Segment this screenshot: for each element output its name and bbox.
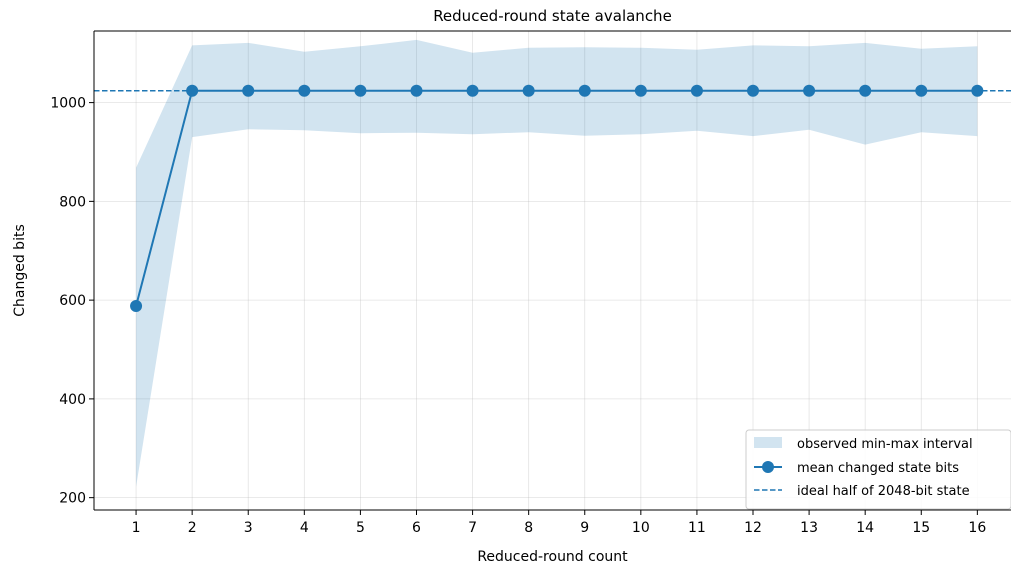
y-tick-label: 1000: [50, 96, 86, 112]
legend-box: [745, 429, 1011, 510]
mean-point: [690, 84, 703, 97]
mean-point: [803, 84, 816, 97]
mean-point: [186, 84, 199, 97]
x-axis-label: Reduced-round count: [477, 549, 628, 565]
x-tick-label: 13: [800, 520, 818, 536]
min-max-band: [136, 39, 978, 487]
y-ticks: 200 400 600 800 1000: [50, 96, 94, 507]
x-tick-label: 2: [188, 520, 197, 536]
mean-point: [130, 300, 143, 313]
legend-label-band: observed min-max interval: [797, 437, 973, 452]
x-tick-label: 10: [632, 520, 650, 536]
mean-point: [242, 84, 255, 97]
x-tick-label: 6: [412, 520, 421, 536]
x-tick-label: 1: [132, 520, 141, 536]
legend-band-swatch: [754, 437, 782, 448]
x-tick-label: 8: [524, 520, 533, 536]
mean-line: [135, 89, 978, 307]
mean-point: [971, 84, 984, 97]
axes: [93, 30, 1011, 511]
y-tick-label: 200: [59, 491, 86, 507]
mean-point: [634, 84, 647, 97]
legend: observed min-max interval mean changed s…: [745, 429, 1011, 510]
mean-point: [298, 84, 311, 97]
x-tick-label: 7: [468, 520, 477, 536]
x-ticks: 1 2 3 4 5 6 7 8 9 10 11 12 13 14 15 16: [132, 510, 986, 536]
x-tick-label: 5: [356, 520, 365, 536]
x-tick-label: 14: [856, 520, 874, 536]
series-layer: [130, 84, 984, 313]
x-tick-label: 16: [968, 520, 986, 536]
mean-point: [859, 84, 872, 97]
legend-label-ideal: ideal half of 2048-bit state: [797, 484, 970, 499]
mean-point: [578, 84, 591, 97]
chart-title: Reduced-round state avalanche: [433, 7, 672, 25]
mean-point: [466, 84, 479, 97]
mean-point: [747, 84, 760, 97]
x-tick-label: 9: [580, 520, 589, 536]
legend-mean-swatch-marker: [762, 461, 774, 473]
y-axis-label: Changed bits: [12, 224, 28, 317]
y-tick-label: 800: [59, 194, 86, 210]
x-tick-label: 3: [244, 520, 253, 536]
mean-point: [522, 84, 535, 97]
mean-point: [354, 84, 367, 97]
legend-label-mean: mean changed state bits: [797, 461, 959, 476]
x-tick-label: 11: [688, 520, 706, 536]
x-tick-label: 4: [300, 520, 309, 536]
y-tick-label: 400: [59, 392, 86, 408]
band-layer: [136, 39, 978, 487]
mean-point: [915, 84, 928, 97]
x-tick-label: 15: [912, 520, 930, 536]
x-tick-label: 12: [744, 520, 762, 536]
mean-point: [410, 84, 423, 97]
y-tick-label: 600: [59, 293, 86, 309]
